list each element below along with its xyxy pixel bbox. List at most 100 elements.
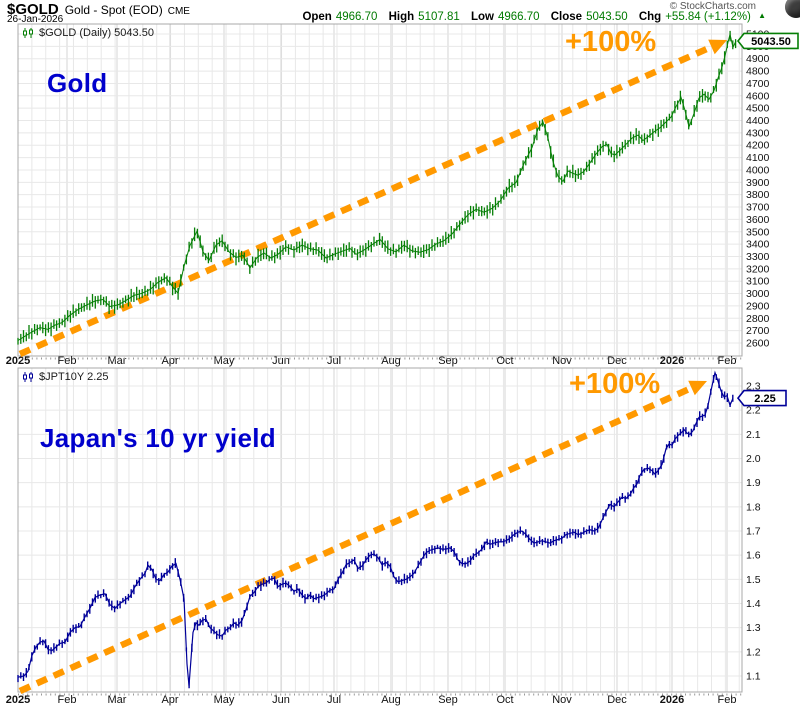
low-label: Low [470, 11, 494, 23]
low-value: 4966.70 [497, 11, 540, 23]
yield-gain-annotation: +100% [569, 368, 661, 400]
last-price-tag-value: 2.25 [754, 393, 775, 405]
up-arrow-icon: ▲ [758, 11, 766, 20]
last-price-tag [736, 389, 787, 407]
ticker-symbol: $GOLD [7, 1, 59, 18]
x-axis-tick-label: 2025 [6, 694, 30, 706]
$GOLD-daily-bars [17, 30, 737, 345]
y-axis-tick-label: 2.0 [746, 453, 761, 465]
close-value: 5043.50 [586, 11, 628, 23]
y-axis-tick-label: 2900 [746, 300, 770, 312]
y-axis-tick-label: 1.6 [746, 550, 761, 562]
close-label: Close [550, 11, 583, 23]
stockcharts-globe-icon [785, 0, 800, 18]
y-axis-tick-label: 4700 [746, 78, 770, 90]
y-axis-tick-label: 4600 [746, 90, 770, 102]
x-axis-tick-label: Mar [108, 694, 127, 706]
y-axis-tick-label: 1.5 [746, 574, 761, 586]
$JPT10Y-panel: 2.3 2.2 2.1 2.0 1.9 1.8 1.7 1.6 1.5 1.4 1.3 1.2 1.1 2… [6, 367, 787, 706]
last-price-tag-value: 5043.50 [751, 36, 791, 48]
chart-date: 26-Jan-2026 [7, 14, 64, 25]
y-axis-tick-label: 3600 [746, 214, 770, 226]
trend-arrow-shaft [18, 383, 696, 694]
gold-chart-legend: $GOLD (Daily) 5043.50 [22, 27, 154, 39]
y-axis-tick-label: 3200 [746, 263, 770, 275]
x-axis-tick-label: Jun [272, 694, 290, 706]
y-axis-tick-label: 1.3 [746, 622, 761, 634]
chg-value: +55.84 (+1.12%) [665, 11, 751, 23]
y-axis-tick-label: 2700 [746, 325, 770, 337]
x-axis-tick-label: Aug [381, 694, 401, 706]
yield-annotation: Japan's 10 yr yield [40, 423, 276, 453]
x-axis-tick-label: May [214, 694, 235, 706]
y-axis-tick-label: 4100 [746, 152, 770, 164]
y-axis-tick-label: 3400 [746, 239, 770, 251]
$JPT10Y-daily-bars [17, 374, 734, 689]
copyright-notice: © StockCharts.com [669, 1, 756, 12]
x-axis-tick-label: Feb [58, 694, 77, 706]
candlestick-type-icon [23, 372, 33, 382]
y-axis-tick-label: 3000 [746, 288, 770, 300]
x-axis-tick-label: Oct [496, 355, 513, 367]
y-axis-tick-label: 2800 [746, 313, 770, 325]
y-axis-tick-label: 1.7 [746, 526, 761, 538]
x-axis-tick-label: Dec [607, 355, 627, 367]
y-axis-tick-label: 4500 [746, 103, 770, 115]
x-axis-tick-label: Jul [327, 694, 341, 706]
y-axis-tick-label: 3300 [746, 251, 770, 263]
y-axis-tick-label: 1.2 [746, 646, 761, 658]
y-axis-tick-label: 1.9 [746, 477, 761, 489]
$GOLD-panel: 5100500049004800470046004500440043004200… [6, 23, 799, 367]
y-axis-tick-label: 4000 [746, 164, 770, 176]
yield-chart-legend: $JPT10Y 2.25 [22, 371, 109, 383]
x-axis-tick-label: Feb [718, 694, 737, 706]
y-axis-tick-label: 2.3 [746, 381, 761, 393]
y-axis-tick-label: 4900 [746, 53, 770, 65]
x-axis-tick-label: Feb [718, 355, 737, 367]
y-axis-tick-label: 3800 [746, 189, 770, 201]
x-axis-tick-label: Jul [327, 355, 341, 367]
last-price-tag [736, 32, 799, 50]
gold-annotation: Gold [47, 68, 108, 98]
x-axis-tick-label: Apr [161, 694, 178, 706]
y-axis-tick-label: 2600 [746, 338, 770, 350]
y-axis-tick-label: 1.4 [746, 598, 761, 610]
x-axis-tick-label: Feb [58, 355, 77, 367]
x-axis-tick-label: Sep [438, 355, 458, 367]
x-axis-tick-label: 2025 [6, 355, 30, 367]
y-axis-tick-label: 1.1 [746, 671, 761, 683]
x-axis-tick-label: Jun [272, 355, 290, 367]
chart-title: $GOLD Gold - Spot (EOD) CME [7, 1, 190, 18]
ohlc-summary: Open 4966.70 High 5107.81 Low 4966.70 Close… [302, 11, 766, 23]
chg-label: Chg [638, 11, 662, 23]
exchange-label: CME [167, 6, 190, 17]
y-axis-tick-label: 2.1 [746, 429, 761, 441]
y-axis-tick-label: 1.8 [746, 501, 761, 513]
yield-legend-text: $JPT10Y 2.25 [39, 371, 109, 383]
y-axis-tick-label: 2.2 [746, 405, 761, 417]
high-label: High [388, 11, 415, 23]
y-axis-tick-label: 4300 [746, 127, 770, 139]
trend-arrow-head [708, 39, 727, 55]
open-label: Open [302, 11, 332, 23]
plot-border [17, 367, 743, 693]
y-axis-tick-label: 3700 [746, 202, 770, 214]
y-axis-tick-label: 4200 [746, 140, 770, 152]
x-axis-tick-label: Apr [161, 355, 178, 367]
x-axis-tick-label: Sep [438, 694, 458, 706]
x-axis-tick-label: Dec [607, 694, 627, 706]
x-axis-tick-label: Aug [381, 355, 401, 367]
x-axis-tick-label: 2026 [660, 355, 684, 367]
x-axis-tick-label: Nov [552, 694, 572, 706]
candlestick-type-icon [23, 28, 33, 38]
y-axis-tick-label: 3100 [746, 276, 770, 288]
trend-arrow-shaft [18, 42, 716, 357]
gold-gain-annotation: +100% [565, 26, 657, 58]
x-axis-tick-label: Oct [496, 694, 513, 706]
gold-legend-text: $GOLD (Daily) 5043.50 [39, 27, 154, 39]
y-axis-tick-label: 3500 [746, 226, 770, 238]
high-value: 5107.81 [418, 11, 460, 23]
x-axis-tick-label: Mar [108, 355, 127, 367]
